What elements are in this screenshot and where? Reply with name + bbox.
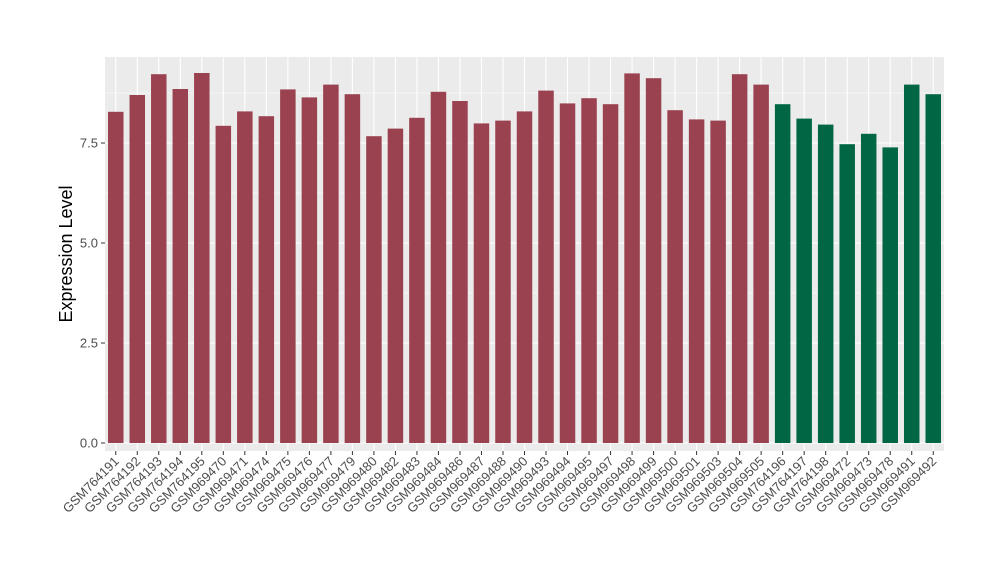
bar-GSM764194 [172, 89, 189, 443]
bar-GSM969478 [882, 147, 898, 443]
bar-GSM969483 [409, 117, 425, 444]
y-tick-label: 5.0 [80, 236, 98, 251]
bar-GSM969498 [624, 73, 640, 444]
bar-GSM969490 [516, 111, 533, 444]
bar-GSM969473 [860, 133, 877, 444]
bar-GSM969503 [710, 120, 726, 443]
bar-GSM764197 [796, 118, 812, 443]
bar-GSM969479 [344, 94, 361, 443]
bar-GSM969491 [903, 84, 920, 443]
bar-GSM969492 [925, 94, 941, 443]
bar-GSM969500 [667, 110, 683, 443]
bar-GSM764193 [151, 74, 167, 443]
bar-GSM969480 [366, 136, 382, 443]
bar-GSM969471 [237, 111, 253, 444]
bar-GSM969470 [215, 125, 232, 444]
bar-GSM764192 [129, 95, 146, 443]
bar-GSM969475 [280, 89, 296, 444]
bars [108, 73, 941, 444]
bar-GSM969477 [323, 84, 339, 443]
bar-GSM969472 [839, 144, 855, 443]
bar-GSM969484 [430, 91, 447, 444]
bar-GSM969476 [301, 97, 318, 444]
y-tick-label: 2.5 [80, 336, 98, 351]
bar-GSM764196 [774, 104, 791, 443]
bar-GSM969495 [581, 98, 597, 443]
y-tick-label: 7.5 [80, 136, 98, 151]
bar-GSM969501 [688, 119, 705, 444]
bar-GSM969486 [452, 101, 468, 443]
y-tick-label: 0.0 [80, 436, 98, 451]
bar-GSM969497 [602, 104, 619, 443]
x-axis: GSM764191GSM764192GSM764193GSM764194GSM7… [60, 451, 939, 516]
bar-GSM969499 [645, 78, 662, 443]
y-axis-title: Expression Level [56, 185, 76, 322]
bar-GSM969494 [559, 103, 576, 444]
bar-GSM764195 [194, 73, 210, 443]
bar-GSM969474 [258, 116, 275, 443]
bar-GSM764198 [817, 124, 834, 443]
bar-GSM969488 [495, 120, 511, 443]
y-axis: 0.0 2.5 5.0 7.5 [80, 136, 105, 451]
bar-GSM969493 [538, 90, 554, 443]
bar-GSM969504 [731, 74, 748, 443]
bar-GSM764191 [108, 111, 124, 444]
bar-GSM969482 [387, 128, 404, 443]
bar-GSM969487 [473, 123, 490, 444]
bar-GSM969505 [753, 84, 769, 443]
